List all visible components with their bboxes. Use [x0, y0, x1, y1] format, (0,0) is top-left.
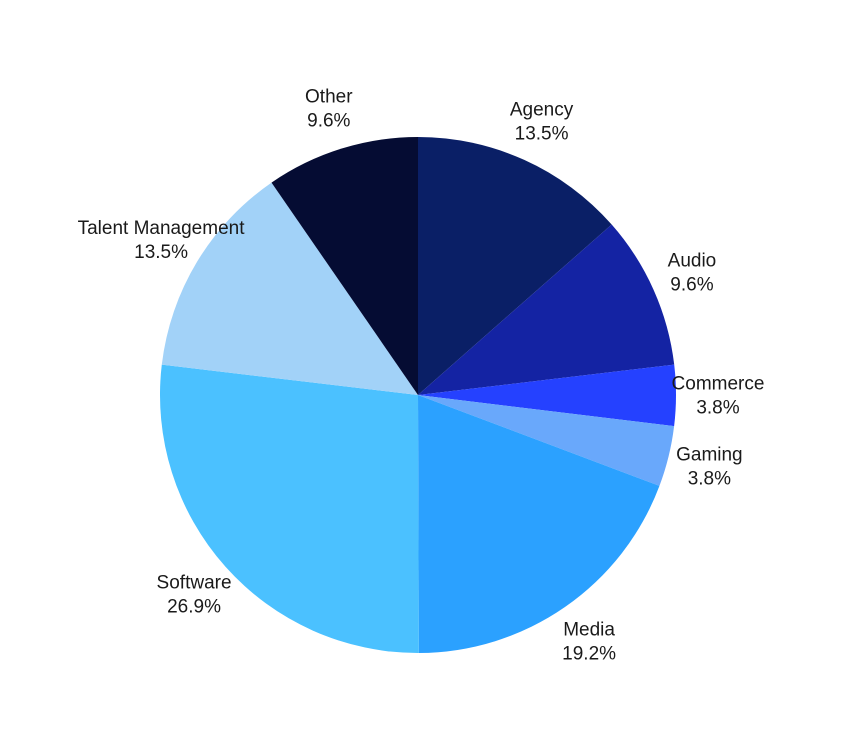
pie-slice-gaming [418, 395, 675, 486]
slice-value-commerce: 3.8% [696, 397, 739, 418]
slices-layer [160, 137, 677, 653]
slice-label-agency: Agency [510, 100, 574, 121]
slice-value-audio: 9.6% [670, 275, 713, 296]
pie-slice-audio [418, 224, 675, 395]
slice-label-audio: Audio [668, 251, 717, 272]
slice-value-talent-management: 13.5% [134, 242, 188, 263]
slice-label-other: Other [305, 87, 353, 108]
slice-value-software: 26.9% [167, 597, 221, 618]
slice-label-commerce: Commerce [672, 373, 765, 394]
slice-label-media: Media [563, 619, 615, 640]
slice-value-gaming: 3.8% [688, 468, 731, 489]
pie-slice-commerce [418, 364, 677, 427]
slice-label-gaming: Gaming [676, 444, 743, 465]
slice-value-other: 9.6% [307, 111, 350, 132]
slice-value-agency: 13.5% [515, 124, 569, 145]
slice-value-media: 19.2% [562, 643, 616, 664]
slice-label-talent-management: Talent Management [78, 218, 246, 239]
pie-slice-agency [418, 137, 612, 395]
labels-layer: Agency 13.5% Audio 9.6% Commerce 3.8% Gaming 3.… [78, 87, 765, 665]
pie-slice-media [418, 395, 660, 653]
pie-slice-talent-management [161, 182, 418, 395]
pie-slice-software [160, 364, 419, 653]
slice-label-software: Software [157, 573, 232, 594]
pie-slice-other [271, 137, 418, 395]
